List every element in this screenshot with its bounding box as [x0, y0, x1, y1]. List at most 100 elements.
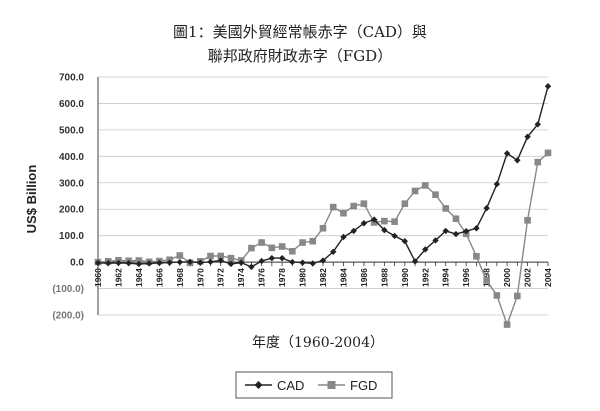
data-point-fgd — [340, 209, 347, 217]
y-tick-label: 300.0 — [59, 178, 84, 189]
series-line-cad — [97, 86, 549, 268]
x-tick-label: 1960 — [93, 268, 103, 287]
y-tick-label: 200.0 — [59, 205, 84, 216]
data-point-cad — [156, 259, 163, 267]
data-point-cad — [462, 227, 470, 235]
data-point-cad — [360, 220, 368, 227]
legend-cad-label: CAD — [277, 378, 304, 393]
series-fgd — [94, 149, 552, 328]
x-tick-label: 1988 — [379, 268, 389, 287]
data-point-cad — [503, 150, 511, 157]
data-point-cad — [401, 238, 409, 245]
data-point-cad — [381, 226, 388, 234]
data-point-fgd — [401, 200, 409, 207]
data-point-fgd — [227, 254, 235, 262]
x-tick-label: 1990 — [400, 268, 410, 287]
data-point-cad — [227, 260, 235, 268]
x-tick-label: 2000 — [502, 268, 512, 287]
data-point-fgd — [135, 257, 143, 264]
data-point-cad — [524, 133, 531, 140]
x-tick-label: 1992 — [420, 268, 430, 287]
data-point-cad — [135, 260, 143, 268]
data-point-cad — [391, 232, 398, 240]
chart-title-line-1: 圖1：美國外貿經常帳赤字（CAD）與 — [173, 23, 427, 41]
y-tick-label: 700.0 — [59, 73, 84, 84]
data-point-fgd — [421, 182, 429, 189]
data-point-cad — [176, 258, 184, 266]
data-point-fgd — [411, 187, 419, 195]
data-point-cad — [370, 216, 378, 223]
data-point-cad — [442, 227, 449, 235]
data-point-fgd — [207, 252, 214, 260]
legend-cad-marker — [254, 381, 263, 389]
data-point-fgd — [391, 218, 398, 225]
x-tick-label: 2004 — [543, 268, 553, 287]
data-point-fgd — [381, 217, 388, 225]
data-point-cad — [258, 257, 265, 265]
data-point-fgd — [278, 243, 286, 250]
x-tick-label: 1976 — [257, 268, 267, 287]
data-point-cad — [432, 237, 439, 244]
data-point-cad — [115, 259, 122, 267]
data-point-fgd — [268, 244, 276, 252]
data-point-fgd — [524, 217, 531, 224]
x-tick-label: 1970 — [195, 268, 205, 287]
data-point-cad — [278, 254, 286, 262]
data-point-cad — [166, 259, 173, 266]
data-point-fgd — [248, 244, 255, 252]
y-tick-label: 100.0 — [59, 231, 84, 242]
legend-fgd-label: FGD — [350, 378, 377, 393]
data-point-fgd — [544, 149, 552, 157]
data-point-cad — [534, 121, 541, 128]
data-point-fgd — [217, 252, 225, 260]
data-point-cad — [237, 259, 245, 266]
data-point-fgd — [319, 224, 327, 232]
data-point-fgd — [514, 292, 521, 300]
data-point-cad — [217, 257, 224, 264]
data-point-fgd — [329, 203, 337, 211]
data-point-fgd — [258, 239, 265, 246]
series-cad — [94, 83, 552, 271]
data-point-fgd — [483, 277, 490, 284]
y-tick-label: (200.0) — [52, 311, 84, 322]
x-tick-label: 1986 — [359, 268, 369, 287]
data-point-fgd — [493, 292, 501, 299]
data-point-fgd — [442, 205, 450, 212]
x-tick-label: 1996 — [461, 268, 471, 287]
data-point-cad — [473, 225, 480, 232]
data-point-fgd — [503, 321, 511, 328]
y-tick-labels: 700.0 600.0 500.0 400.0 300.0 200.0 100.0 0.0 (1… — [52, 73, 84, 322]
data-point-cad — [207, 258, 214, 266]
data-point-cad — [105, 259, 112, 267]
x-tick-label: 1966 — [154, 268, 164, 287]
data-point-cad — [493, 180, 501, 188]
y-tick-label: 600.0 — [59, 99, 84, 110]
y-tick-label: 500.0 — [59, 125, 84, 136]
data-point-cad — [197, 259, 204, 266]
grid — [98, 76, 548, 316]
data-point-fgd — [309, 237, 317, 245]
data-point-cad — [299, 259, 306, 266]
data-point-cad — [411, 258, 419, 265]
data-point-cad — [483, 204, 490, 212]
x-tick-labels: 1960 1962 1964 1966 1968 1970 1972 1974 1976 1978… — [93, 268, 553, 287]
x-tick-label: 1964 — [134, 268, 144, 287]
data-point-fgd — [360, 200, 368, 207]
y-tick-label: 400.0 — [59, 152, 84, 163]
x-tick-label: 2002 — [523, 268, 533, 287]
data-point-cad — [422, 246, 429, 253]
x-tick-label: 1980 — [298, 268, 308, 287]
data-point-cad — [94, 259, 102, 267]
data-point-cad — [319, 257, 327, 264]
data-point-fgd — [473, 252, 480, 260]
x-tick-label: 1968 — [175, 268, 185, 287]
data-point-cad — [330, 248, 337, 255]
data-point-cad — [340, 233, 347, 241]
legend: CAD FGD — [235, 371, 393, 399]
y-tick-label: 0.0 — [70, 258, 84, 269]
data-point-cad — [309, 260, 316, 267]
data-point-cad — [350, 227, 357, 235]
data-point-cad — [125, 259, 132, 267]
y-tick-label: (100.0) — [52, 284, 84, 295]
